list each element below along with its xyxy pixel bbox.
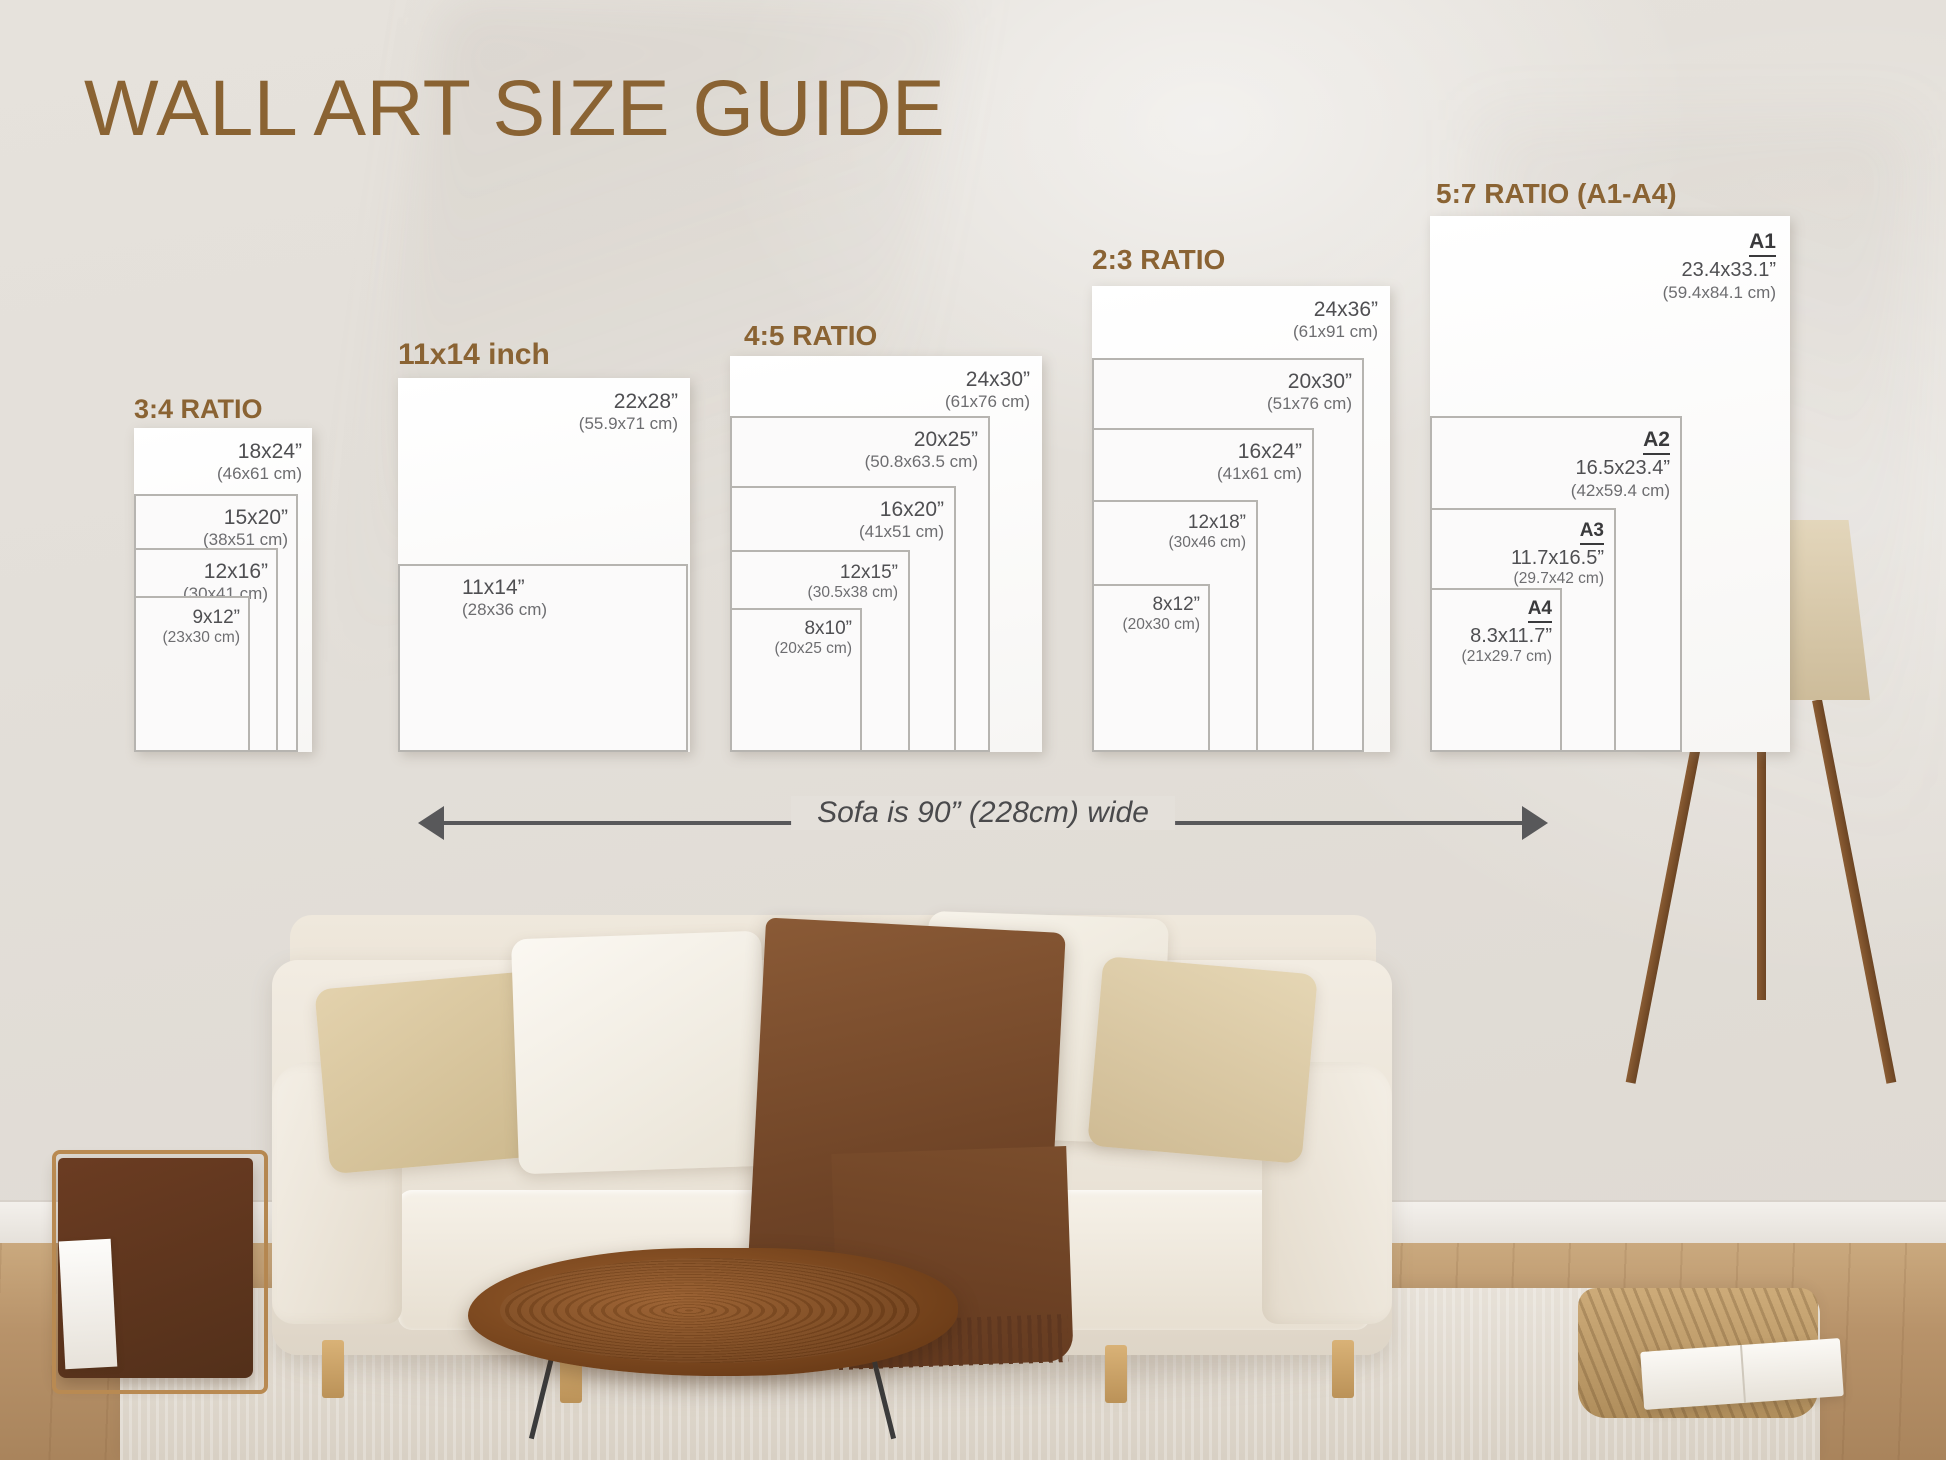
- label-12x15: 12x15” (30.5x38 cm): [807, 562, 898, 602]
- sofa-leg: [1105, 1345, 1127, 1403]
- sofa-leg: [1332, 1340, 1354, 1398]
- label-8x12: 8x12” (20x30 cm): [1122, 594, 1200, 634]
- sofa-width-measure: Sofa is 90” (228cm) wide: [418, 796, 1548, 846]
- label-a4: A4 8.3x11.7” (21x29.7 cm): [1461, 598, 1552, 666]
- live-edge-coffee-table: [468, 1248, 958, 1376]
- lamp-pole: [1757, 700, 1766, 1000]
- arrow-left-icon: [418, 806, 444, 840]
- label-16x24: 16x24” (41x61 cm): [1216, 440, 1302, 484]
- frame-9x12[interactable]: 9x12” (23x30 cm): [134, 596, 250, 752]
- label-9x12: 9x12” (23x30 cm): [162, 607, 240, 647]
- frame-8x12[interactable]: 8x12” (20x30 cm): [1092, 584, 1210, 752]
- label-22x28: 22x28” (55.9x71 cm): [578, 390, 678, 434]
- group-title-ratio-3-4: 3:4 RATIO: [134, 394, 263, 424]
- a-size-name-a3: A3: [1579, 520, 1604, 546]
- label-18x24: 18x24” (46x61 cm): [216, 440, 302, 484]
- sofa-leg: [322, 1340, 344, 1398]
- page-title: WALL ART SIZE GUIDE: [84, 63, 946, 152]
- label-15x20: 15x20” (38x51 cm): [202, 506, 288, 550]
- frame-8x10[interactable]: 8x10” (20x25 cm): [730, 608, 862, 752]
- group-title-ratio-2-3: 2:3 RATIO: [1092, 244, 1226, 275]
- a-size-name-a1: A1: [1749, 230, 1776, 258]
- label-20x25: 20x25” (50.8x63.5 cm): [864, 428, 978, 472]
- label-8x10: 8x10” (20x25 cm): [774, 618, 852, 658]
- table-wood-rings: [500, 1258, 920, 1363]
- a-size-name-a4: A4: [1527, 598, 1552, 624]
- label-24x30: 24x30” (61x76 cm): [944, 368, 1030, 412]
- label-a1: A1 23.4x33.1” (59.4x84.1 cm): [1662, 230, 1776, 302]
- sofa-width-label: Sofa is 90” (228cm) wide: [791, 796, 1175, 830]
- group-title-inch-11x14: 11x14 inch: [398, 338, 550, 371]
- label-24x36: 24x36” (61x91 cm): [1292, 298, 1378, 342]
- frame-a4[interactable]: A4 8.3x11.7” (21x29.7 cm): [1430, 588, 1562, 752]
- a-size-name-a2: A2: [1643, 428, 1670, 456]
- frame-11x14[interactable]: 11x14” (28x36 cm): [398, 564, 688, 752]
- group-title-ratio-5-7: 5:7 RATIO (A1-A4): [1436, 178, 1677, 209]
- magazine: [58, 1238, 118, 1370]
- label-a2: A2 16.5x23.4” (42x59.4 cm): [1570, 428, 1670, 500]
- arrow-right-icon: [1522, 806, 1548, 840]
- label-16x20: 16x20” (41x51 cm): [858, 498, 944, 542]
- throw-pillow: [1087, 955, 1318, 1165]
- label-20x30: 20x30” (51x76 cm): [1266, 370, 1352, 414]
- group-title-ratio-4-5: 4:5 RATIO: [744, 320, 878, 351]
- label-a3: A3 11.7x16.5” (29.7x42 cm): [1510, 520, 1604, 588]
- label-12x18: 12x18” (30x46 cm): [1168, 512, 1246, 552]
- throw-pillow: [510, 930, 770, 1175]
- magazine-rack-frame: [52, 1150, 268, 1394]
- label-11x14: 11x14” (28x36 cm): [462, 576, 548, 620]
